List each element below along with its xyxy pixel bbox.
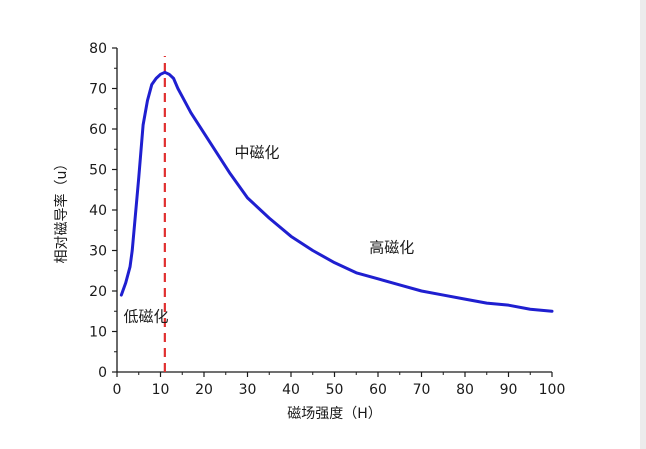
x-tick-label: 40 (282, 382, 300, 398)
x-tick-label: 10 (152, 382, 170, 398)
x-tick-label: 50 (326, 382, 344, 398)
y-tick-label: 40 (89, 203, 107, 219)
x-tick-label: 90 (500, 382, 518, 398)
x-axis-title: 磁场强度（H） (287, 406, 382, 422)
y-tick-label: 30 (89, 244, 107, 260)
y-tick-label: 10 (89, 325, 107, 341)
annotation-label: 中磁化 (234, 143, 279, 161)
x-tick-label: 30 (239, 382, 257, 398)
y-tick-label: 60 (89, 122, 107, 138)
y-axis-title: 相对磁导率（u） (53, 157, 70, 264)
series-line (119, 70, 554, 313)
y-tick-label: 0 (98, 365, 107, 381)
right-edge-strip (640, 0, 646, 449)
y-tick-label: 20 (89, 284, 107, 300)
x-tick-label: 80 (456, 382, 474, 398)
x-tick-label: 0 (113, 382, 122, 398)
annotation-label: 低磁化 (124, 307, 169, 325)
y-tick-label: 50 (89, 163, 107, 179)
plot-area: 0 10 20 30 40 50 60 70 80 90 100 0 10 20 30 40 50 60 70 80 磁… (53, 41, 565, 422)
x-tick-label: 60 (369, 382, 387, 398)
x-tick-label: 100 (539, 382, 566, 398)
x-tick-label: 20 (195, 382, 213, 398)
annotation-label: 高磁化 (369, 239, 414, 257)
y-tick-label: 80 (89, 41, 107, 57)
y-tick-label: 70 (89, 82, 107, 98)
x-tick-label: 70 (413, 382, 431, 398)
